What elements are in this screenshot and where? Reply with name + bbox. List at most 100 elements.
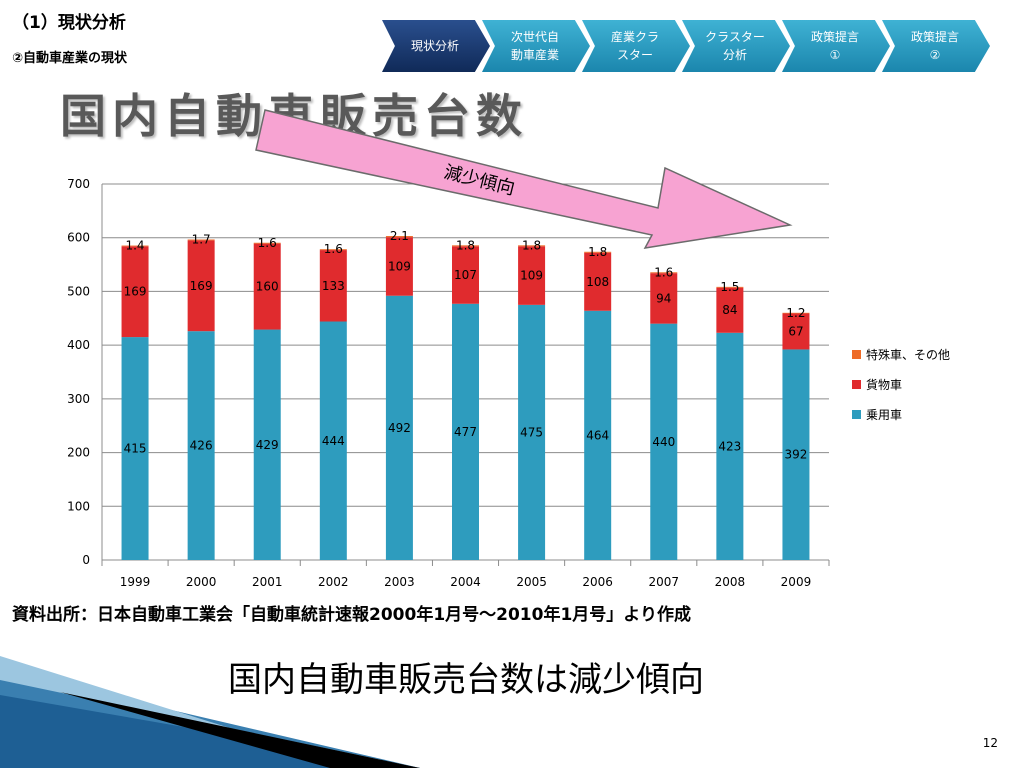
- x-tick-label: 2004: [450, 575, 481, 589]
- bar-segment: [650, 273, 678, 324]
- data-label: 1.6: [654, 265, 673, 279]
- trend-arrow-shape: [255, 109, 793, 249]
- bar-segment: [187, 239, 215, 241]
- section-subtitle: ②自動車産業の現状: [12, 51, 128, 66]
- nav-step-label: 政策提言 ①: [810, 30, 859, 62]
- data-label: 444: [322, 434, 345, 448]
- y-tick-label: 500: [67, 284, 90, 298]
- legend-label: 乗用車: [866, 408, 903, 422]
- data-label: 1.4: [125, 239, 144, 253]
- bar-segment: [452, 303, 479, 560]
- bar-segment: [452, 246, 479, 304]
- nav-step-next-gen-auto[interactable]: 次世代自 動車産業: [482, 20, 590, 72]
- nav-step-label: 産業クラ スター: [610, 30, 659, 62]
- bar-segment: [650, 323, 678, 560]
- chart-bars: [121, 236, 810, 560]
- data-label: 1.7: [192, 232, 211, 246]
- source-note: 資料出所：日本自動車工業会「自動車統計速報2000年1月号～2010年1月号」よ…: [12, 605, 691, 625]
- bar-segment: [782, 312, 810, 314]
- y-tick-label: 300: [67, 392, 90, 406]
- nav-step-policy-1[interactable]: 政策提言 ①: [782, 20, 890, 72]
- x-tick-label: 2005: [516, 575, 547, 589]
- data-label: 477: [454, 425, 477, 439]
- section-title: （1）現状分析: [12, 13, 126, 33]
- data-label: 109: [520, 269, 543, 283]
- y-tick-label: 100: [67, 499, 90, 513]
- nav-step-label: 次世代自 動車産業: [510, 30, 559, 62]
- x-tick-label: 2007: [648, 575, 679, 589]
- x-tick-label: 2002: [318, 575, 349, 589]
- nav-step-policy-2[interactable]: 政策提言 ②: [882, 20, 990, 72]
- y-tick-label: 0: [82, 553, 90, 567]
- x-tick-label: 2003: [384, 575, 415, 589]
- bar-segment: [187, 240, 215, 332]
- data-label: 429: [256, 438, 279, 452]
- conclusion-text: 国内自動車販売台数は減少傾向: [228, 660, 704, 700]
- legend-label: 特殊車、その他: [866, 348, 951, 362]
- x-tick-label: 2009: [781, 575, 812, 589]
- bar-segment: [782, 349, 810, 560]
- y-tick-label: 700: [67, 177, 90, 191]
- x-tick-label: 2006: [582, 575, 613, 589]
- data-label: 108: [586, 275, 609, 289]
- bar-segment: [319, 321, 347, 560]
- bar-segment: [782, 313, 810, 350]
- bar-segment: [518, 304, 546, 560]
- bar-segment: [385, 295, 413, 560]
- bar-segment: [253, 242, 281, 244]
- data-label: 2.1: [390, 229, 409, 243]
- data-label: 426: [190, 439, 213, 453]
- nav-step-label: クラスター 分析: [705, 30, 765, 62]
- bar-segment: [319, 250, 347, 322]
- data-label: 160: [256, 280, 279, 294]
- legend-item: 貨物車: [852, 376, 902, 393]
- bar-segment: [518, 245, 546, 247]
- bar-segment: [584, 251, 612, 253]
- legend-swatch: [852, 410, 861, 419]
- data-label: 1.8: [456, 238, 475, 252]
- legend-item: 乗用車: [852, 406, 902, 423]
- data-label: 84: [722, 303, 737, 317]
- data-label: 1.5: [720, 280, 739, 294]
- bar-segment: [385, 236, 413, 238]
- nav-step-label: 現状分析: [410, 39, 459, 53]
- nav-step-current-analysis[interactable]: 現状分析: [382, 20, 490, 72]
- y-tick-label: 600: [67, 231, 90, 245]
- trend-arrow: 減少傾向: [255, 109, 793, 249]
- data-label: 492: [388, 421, 411, 435]
- decorative-swoosh: [0, 656, 420, 768]
- bar-segment: [650, 272, 678, 274]
- data-label: 1.8: [588, 245, 607, 259]
- y-tick-label: 200: [67, 446, 90, 460]
- data-label: 1.2: [786, 306, 805, 320]
- data-label: 415: [124, 442, 147, 456]
- bar-segment: [319, 249, 347, 251]
- chart-labels: 0 100 200 300 400 500 600 700 415 169 1.4 1999 426 16…: [67, 177, 811, 589]
- nav-step-label: 政策提言 ②: [910, 30, 959, 62]
- bar-segment: [716, 287, 744, 333]
- nav-step-industry-cluster[interactable]: 産業クラ スター: [582, 20, 690, 72]
- nav-step-cluster-analysis[interactable]: クラスター 分析: [682, 20, 790, 72]
- data-label: 94: [656, 291, 671, 305]
- bar-segment: [584, 252, 612, 311]
- x-tick-label: 1999: [120, 575, 151, 589]
- data-label: 107: [454, 268, 477, 282]
- bar-segment: [716, 286, 744, 288]
- data-label: 392: [785, 448, 808, 462]
- bar-segment: [121, 337, 149, 560]
- x-tick-label: 2001: [252, 575, 283, 589]
- data-label: 1.6: [324, 242, 343, 256]
- data-label: 169: [190, 279, 213, 293]
- data-label: 475: [520, 425, 543, 439]
- bar-segment: [385, 237, 413, 296]
- bar-segment: [253, 243, 281, 330]
- bar-segment: [187, 331, 215, 560]
- data-label: 109: [388, 259, 411, 273]
- data-label: 169: [124, 285, 147, 299]
- legend-swatch: [852, 380, 861, 389]
- data-label: 133: [322, 279, 345, 293]
- data-label: 67: [788, 324, 803, 338]
- data-label: 464: [586, 428, 609, 442]
- y-tick-label: 400: [67, 338, 90, 352]
